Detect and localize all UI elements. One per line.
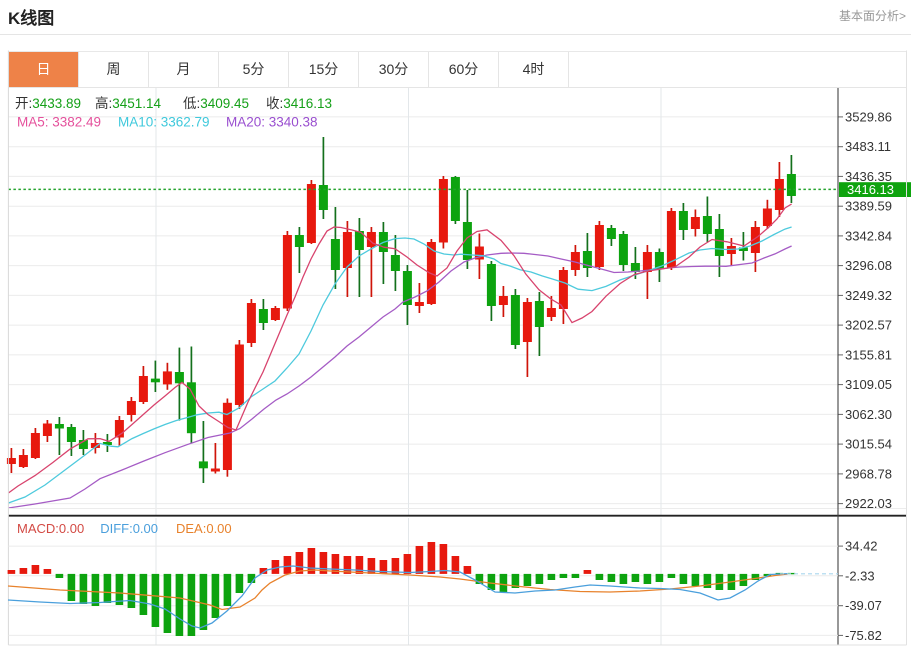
svg-text:3529.86: 3529.86 [845,109,892,124]
svg-text:3155.81: 3155.81 [845,347,892,362]
svg-text:2968.78: 2968.78 [845,466,892,481]
svg-text:3296.08: 3296.08 [845,258,892,273]
svg-text:3436.35: 3436.35 [845,169,892,184]
svg-text:3109.05: 3109.05 [845,377,892,392]
svg-text:3202.57: 3202.57 [845,318,892,333]
svg-text:MA5: 3382.49: MA5: 3382.49 [17,115,101,130]
svg-text:3015.54: 3015.54 [845,437,892,452]
svg-text:收:3416.13: 收:3416.13 [266,96,332,111]
svg-text:低:3409.45: 低:3409.45 [183,96,249,111]
svg-text:-39.07: -39.07 [845,598,882,613]
svg-text:3062.30: 3062.30 [845,407,892,422]
svg-text:MA20: 3340.38: MA20: 3340.38 [226,115,318,130]
svg-text:-2.33: -2.33 [845,568,875,583]
svg-text:MA10: 3362.79: MA10: 3362.79 [118,115,210,130]
svg-text:3389.59: 3389.59 [845,199,892,214]
svg-text:开:3433.89: 开:3433.89 [15,96,81,111]
svg-text:2922.03: 2922.03 [845,496,892,511]
svg-text:34.42: 34.42 [845,539,878,554]
svg-text:3416.13: 3416.13 [847,182,894,197]
svg-text:-75.82: -75.82 [845,628,882,643]
svg-text:3342.84: 3342.84 [845,228,892,243]
svg-text:高:3451.14: 高:3451.14 [95,95,162,111]
svg-text:3483.11: 3483.11 [845,139,891,154]
svg-text:3249.32: 3249.32 [845,288,892,303]
